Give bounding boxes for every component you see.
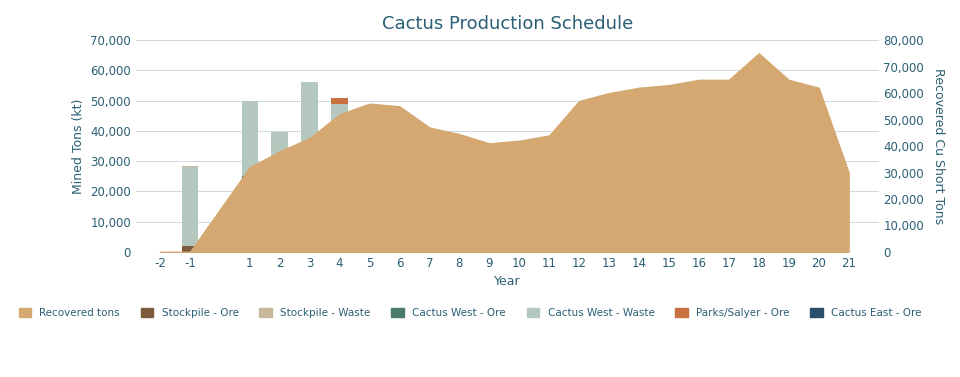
- Bar: [242, 216, 258, 252]
- Bar: [571, 232, 588, 252]
- Bar: [511, 232, 527, 252]
- Bar: [690, 232, 708, 252]
- Bar: [421, 237, 438, 252]
- X-axis label: Year: Year: [494, 275, 520, 288]
- Bar: [272, 132, 288, 176]
- Bar: [242, 101, 258, 176]
- Bar: [751, 223, 767, 232]
- Bar: [780, 225, 797, 232]
- Bar: [331, 98, 348, 104]
- Bar: [361, 176, 378, 216]
- Bar: [690, 223, 708, 232]
- Bar: [331, 176, 348, 216]
- Bar: [272, 216, 288, 252]
- Bar: [660, 222, 677, 232]
- Bar: [751, 232, 767, 252]
- Bar: [721, 223, 737, 232]
- Bar: [601, 232, 617, 252]
- Bar: [331, 104, 348, 176]
- Bar: [181, 246, 198, 252]
- Bar: [242, 176, 258, 216]
- Bar: [361, 216, 378, 252]
- Legend: Recovered tons, Stockpile - Ore, Stockpile - Waste, Cactus West - Ore, Cactus We: Recovered tons, Stockpile - Ore, Stockpi…: [14, 304, 925, 322]
- Bar: [540, 232, 558, 252]
- Bar: [392, 160, 408, 170]
- Bar: [631, 232, 647, 252]
- Bar: [181, 167, 198, 246]
- Bar: [361, 160, 378, 170]
- Bar: [181, 166, 198, 167]
- Bar: [571, 225, 588, 232]
- Bar: [631, 223, 647, 232]
- Bar: [392, 176, 408, 216]
- Bar: [780, 232, 797, 252]
- Bar: [721, 232, 737, 252]
- Y-axis label: Mined Tons (kt): Mined Tons (kt): [72, 98, 84, 194]
- Bar: [301, 176, 318, 216]
- Bar: [361, 170, 378, 176]
- Bar: [481, 232, 497, 252]
- Bar: [272, 176, 288, 216]
- Bar: [301, 216, 318, 252]
- Title: Cactus Production Schedule: Cactus Production Schedule: [382, 15, 633, 33]
- Bar: [392, 170, 408, 176]
- Y-axis label: Recovered Cu Short Tons: Recovered Cu Short Tons: [932, 68, 945, 224]
- Bar: [331, 216, 348, 252]
- Bar: [660, 232, 677, 252]
- Bar: [451, 232, 468, 252]
- Bar: [301, 83, 318, 176]
- Bar: [392, 216, 408, 252]
- Bar: [540, 225, 558, 232]
- Bar: [601, 223, 617, 232]
